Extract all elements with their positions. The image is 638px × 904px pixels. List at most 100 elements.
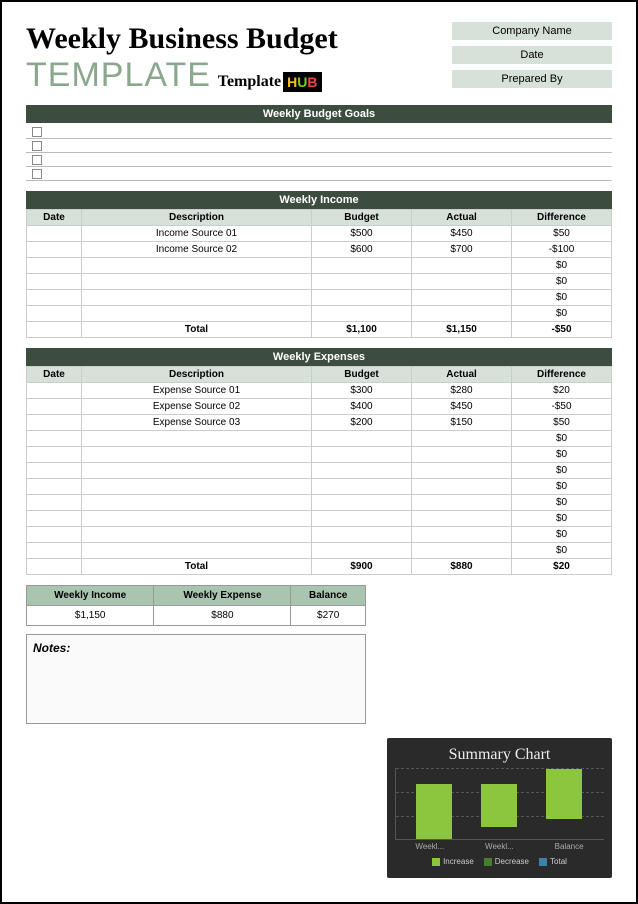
- cell-actual[interactable]: [412, 463, 512, 479]
- cell-date[interactable]: [27, 415, 82, 431]
- cell-actual[interactable]: [412, 447, 512, 463]
- preparedby-field[interactable]: Prepared By: [452, 70, 612, 88]
- table-row[interactable]: Expense Source 03$200$150$50: [27, 415, 612, 431]
- cell-actual[interactable]: [412, 290, 512, 306]
- cell-desc[interactable]: Expense Source 03: [82, 415, 312, 431]
- table-row[interactable]: Income Source 01$500$450$50: [27, 226, 612, 242]
- table-row[interactable]: $0: [27, 290, 612, 306]
- cell-diff[interactable]: $0: [512, 495, 612, 511]
- cell-desc[interactable]: [82, 290, 312, 306]
- cell-date[interactable]: [27, 226, 82, 242]
- cell-budget[interactable]: [312, 527, 412, 543]
- cell-date[interactable]: [27, 274, 82, 290]
- cell-budget[interactable]: $500: [312, 226, 412, 242]
- cell-desc[interactable]: [82, 495, 312, 511]
- table-row[interactable]: $0: [27, 511, 612, 527]
- cell-desc[interactable]: [82, 274, 312, 290]
- table-row[interactable]: $0: [27, 447, 612, 463]
- cell-actual[interactable]: [412, 258, 512, 274]
- checkbox-icon[interactable]: [32, 127, 42, 137]
- cell-diff[interactable]: -$50: [512, 399, 612, 415]
- cell-date[interactable]: [27, 431, 82, 447]
- cell-diff[interactable]: $20: [512, 383, 612, 399]
- table-row[interactable]: $0: [27, 306, 612, 322]
- cell-budget[interactable]: [312, 290, 412, 306]
- checkbox-icon[interactable]: [32, 141, 42, 151]
- cell-budget[interactable]: [312, 274, 412, 290]
- cell-date[interactable]: [27, 479, 82, 495]
- cell-date[interactable]: [27, 543, 82, 559]
- cell-date[interactable]: [27, 399, 82, 415]
- cell-diff[interactable]: $0: [512, 527, 612, 543]
- cell-date[interactable]: [27, 290, 82, 306]
- cell-actual[interactable]: [412, 495, 512, 511]
- cell-budget[interactable]: $200: [312, 415, 412, 431]
- cell-actual[interactable]: [412, 479, 512, 495]
- cell-date[interactable]: [27, 511, 82, 527]
- cell-actual[interactable]: [412, 511, 512, 527]
- table-row[interactable]: $0: [27, 495, 612, 511]
- cell-desc[interactable]: [82, 447, 312, 463]
- notes-box[interactable]: Notes:: [26, 634, 366, 724]
- cell-actual[interactable]: $280: [412, 383, 512, 399]
- goal-row[interactable]: [26, 125, 612, 139]
- cell-actual[interactable]: $700: [412, 242, 512, 258]
- table-row[interactable]: Income Source 02$600$700-$100: [27, 242, 612, 258]
- cell-actual[interactable]: [412, 274, 512, 290]
- cell-budget[interactable]: $300: [312, 383, 412, 399]
- table-row[interactable]: Expense Source 02$400$450-$50: [27, 399, 612, 415]
- cell-budget[interactable]: [312, 447, 412, 463]
- cell-date[interactable]: [27, 447, 82, 463]
- cell-actual[interactable]: $150: [412, 415, 512, 431]
- cell-date[interactable]: [27, 527, 82, 543]
- cell-diff[interactable]: $50: [512, 226, 612, 242]
- cell-diff[interactable]: $50: [512, 415, 612, 431]
- cell-actual[interactable]: $450: [412, 226, 512, 242]
- cell-diff[interactable]: $0: [512, 511, 612, 527]
- cell-diff[interactable]: $0: [512, 463, 612, 479]
- cell-desc[interactable]: Income Source 02: [82, 242, 312, 258]
- table-row[interactable]: $0: [27, 463, 612, 479]
- goal-row[interactable]: [26, 153, 612, 167]
- cell-actual[interactable]: [412, 543, 512, 559]
- cell-budget[interactable]: [312, 258, 412, 274]
- cell-diff[interactable]: $0: [512, 431, 612, 447]
- cell-desc[interactable]: [82, 511, 312, 527]
- cell-actual[interactable]: [412, 431, 512, 447]
- cell-date[interactable]: [27, 383, 82, 399]
- checkbox-icon[interactable]: [32, 155, 42, 165]
- cell-diff[interactable]: $0: [512, 306, 612, 322]
- cell-diff[interactable]: $0: [512, 447, 612, 463]
- cell-budget[interactable]: [312, 431, 412, 447]
- cell-desc[interactable]: [82, 543, 312, 559]
- cell-desc[interactable]: [82, 527, 312, 543]
- cell-budget[interactable]: $600: [312, 242, 412, 258]
- cell-desc[interactable]: [82, 479, 312, 495]
- cell-diff[interactable]: $0: [512, 274, 612, 290]
- cell-diff[interactable]: -$100: [512, 242, 612, 258]
- table-row[interactable]: $0: [27, 274, 612, 290]
- cell-diff[interactable]: $0: [512, 543, 612, 559]
- cell-desc[interactable]: [82, 463, 312, 479]
- table-row[interactable]: $0: [27, 479, 612, 495]
- cell-actual[interactable]: [412, 527, 512, 543]
- cell-date[interactable]: [27, 242, 82, 258]
- cell-diff[interactable]: $0: [512, 258, 612, 274]
- cell-actual[interactable]: [412, 306, 512, 322]
- table-row[interactable]: Expense Source 01$300$280$20: [27, 383, 612, 399]
- cell-date[interactable]: [27, 495, 82, 511]
- goal-row[interactable]: [26, 167, 612, 181]
- cell-budget[interactable]: $400: [312, 399, 412, 415]
- cell-budget[interactable]: [312, 543, 412, 559]
- date-field[interactable]: Date: [452, 46, 612, 64]
- cell-date[interactable]: [27, 463, 82, 479]
- cell-desc[interactable]: [82, 258, 312, 274]
- cell-budget[interactable]: [312, 479, 412, 495]
- table-row[interactable]: $0: [27, 527, 612, 543]
- cell-desc[interactable]: Expense Source 02: [82, 399, 312, 415]
- cell-budget[interactable]: [312, 463, 412, 479]
- cell-date[interactable]: [27, 306, 82, 322]
- cell-budget[interactable]: [312, 511, 412, 527]
- cell-desc[interactable]: [82, 431, 312, 447]
- cell-actual[interactable]: $450: [412, 399, 512, 415]
